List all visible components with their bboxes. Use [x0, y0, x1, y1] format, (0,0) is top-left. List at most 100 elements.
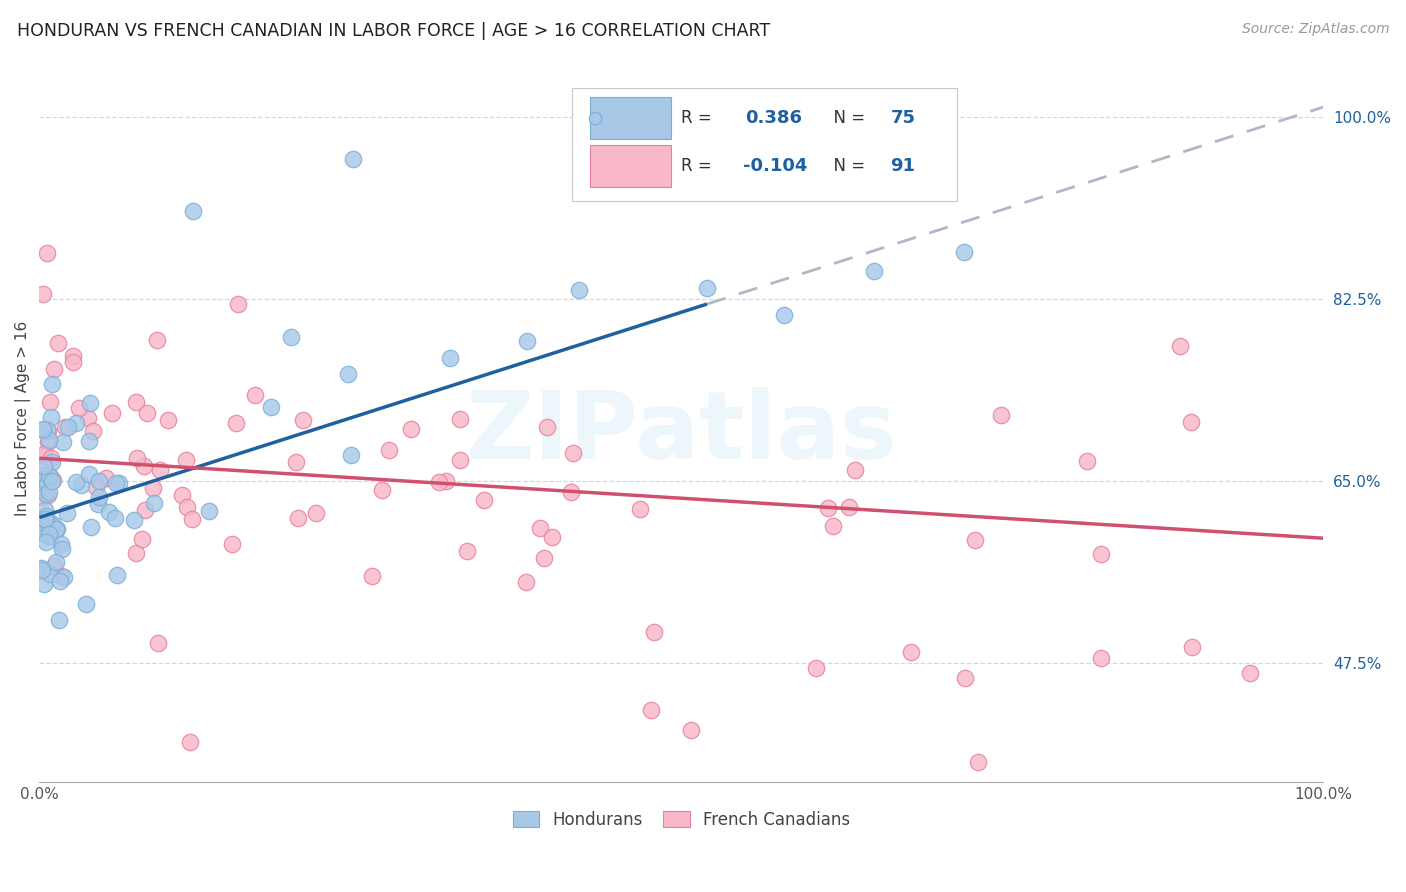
Point — [35, 535, 58, 549]
Point — [49, 569, 72, 583]
FancyBboxPatch shape — [572, 88, 957, 201]
Point — [844, 463, 866, 477]
Point — [226, 297, 249, 311]
Point — [56, 506, 79, 520]
Point — [449, 412, 471, 426]
Point — [280, 330, 302, 344]
Point — [560, 485, 582, 500]
Point — [42, 516, 65, 531]
Point — [1239, 666, 1261, 681]
Point — [37, 522, 59, 536]
Point — [806, 661, 828, 675]
Point — [62, 354, 84, 368]
Point — [104, 511, 127, 525]
Text: 91: 91 — [890, 157, 915, 176]
Point — [35, 476, 58, 491]
Point — [37, 529, 59, 543]
Point — [142, 481, 165, 495]
Y-axis label: In Labor Force | Age > 16: In Labor Force | Age > 16 — [15, 321, 31, 516]
Point — [122, 513, 145, 527]
Point — [180, 512, 202, 526]
Point — [30, 526, 52, 541]
Point — [35, 508, 58, 523]
Point — [79, 396, 101, 410]
Point — [46, 336, 69, 351]
Point — [39, 529, 62, 543]
Point — [174, 453, 197, 467]
Point — [32, 472, 55, 486]
Point — [41, 455, 63, 469]
Point — [361, 569, 384, 583]
Point — [37, 424, 59, 438]
Text: N =: N = — [823, 110, 870, 128]
Point — [342, 152, 364, 166]
Point — [146, 333, 169, 347]
Point — [69, 478, 91, 492]
Point — [817, 501, 839, 516]
Point — [82, 424, 104, 438]
Point — [37, 488, 59, 502]
Point — [76, 410, 98, 425]
Point — [955, 672, 977, 686]
Point — [142, 496, 165, 510]
Point — [1180, 415, 1202, 429]
Point — [287, 511, 309, 525]
Point — [48, 613, 70, 627]
Point — [38, 519, 60, 533]
Point — [568, 283, 591, 297]
Text: -0.104: -0.104 — [742, 157, 807, 176]
Point — [37, 435, 59, 450]
Point — [30, 468, 52, 483]
Point — [1076, 454, 1098, 468]
Point — [49, 574, 72, 589]
Point — [31, 515, 53, 529]
Text: R =: R = — [682, 110, 717, 128]
Point — [32, 476, 55, 491]
Point — [541, 530, 564, 544]
FancyBboxPatch shape — [591, 97, 671, 139]
Point — [773, 308, 796, 322]
Point — [134, 503, 156, 517]
Text: 75: 75 — [890, 110, 915, 128]
Legend: Hondurans, French Canadians: Hondurans, French Canadians — [506, 805, 856, 836]
Point — [79, 434, 101, 448]
Point — [529, 521, 551, 535]
Point — [284, 455, 307, 469]
Point — [291, 413, 314, 427]
Point — [34, 522, 56, 536]
Point — [1168, 339, 1191, 353]
Point — [966, 755, 988, 769]
Point — [31, 562, 53, 576]
Point — [41, 474, 63, 488]
Point — [32, 287, 55, 301]
Point — [35, 245, 58, 260]
Point — [75, 597, 97, 611]
Point — [42, 559, 65, 574]
Point — [53, 570, 76, 584]
Point — [107, 476, 129, 491]
Point — [536, 420, 558, 434]
Point — [1090, 548, 1112, 562]
Point — [640, 703, 662, 717]
Point — [65, 417, 87, 431]
Point — [136, 406, 159, 420]
Point — [45, 522, 67, 536]
Point — [104, 475, 127, 490]
Point — [952, 244, 974, 259]
Point — [32, 449, 55, 463]
Point — [561, 446, 583, 460]
Point — [35, 423, 58, 437]
Point — [79, 467, 101, 481]
Point — [42, 362, 65, 376]
Point — [105, 568, 128, 582]
Point — [39, 409, 62, 424]
Point — [34, 459, 56, 474]
Point — [823, 519, 845, 533]
Text: HONDURAN VS FRENCH CANADIAN IN LABOR FORCE | AGE > 16 CORRELATION CHART: HONDURAN VS FRENCH CANADIAN IN LABOR FOR… — [17, 22, 770, 40]
Text: 0.386: 0.386 — [745, 110, 803, 128]
Point — [515, 574, 537, 589]
Text: N =: N = — [823, 157, 870, 176]
Point — [58, 419, 80, 434]
Point — [35, 487, 58, 501]
Text: R =: R = — [682, 157, 717, 176]
